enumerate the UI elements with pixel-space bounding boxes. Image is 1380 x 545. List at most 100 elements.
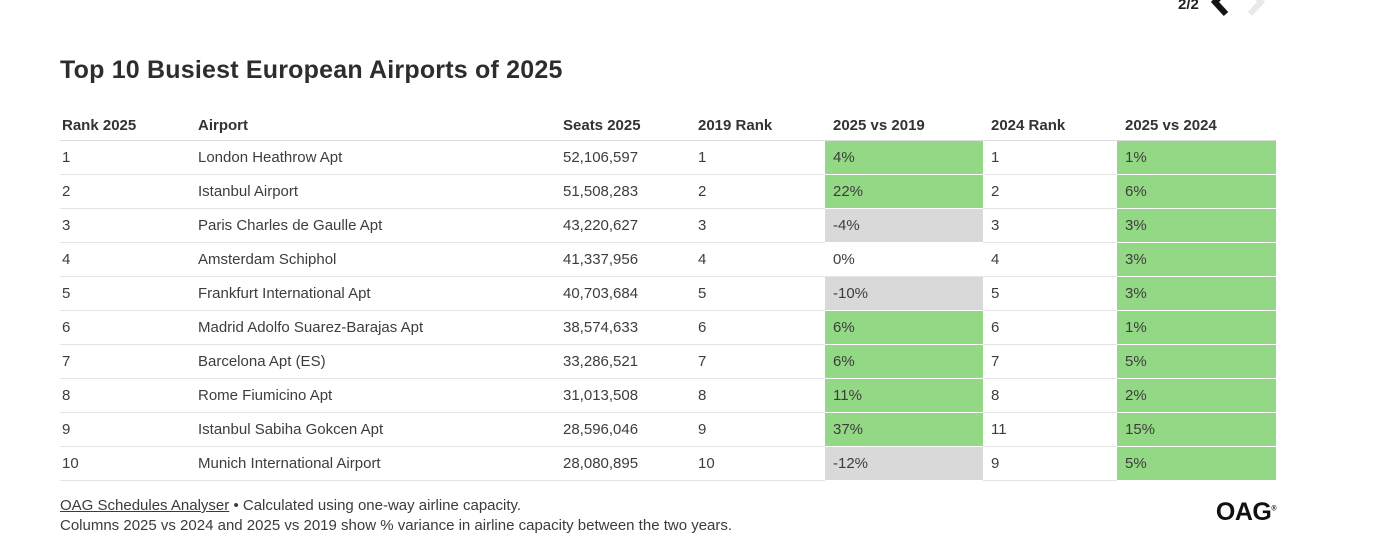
chevron-left-icon <box>1207 0 1233 20</box>
cell-vs-2024: 15% <box>1117 413 1276 447</box>
cell-rank-2019: 10 <box>690 447 825 481</box>
cell-vs-2024: 3% <box>1117 277 1276 311</box>
cell-seats-2025: 51,508,283 <box>561 175 690 209</box>
page-indicator: 2/2 <box>1178 0 1199 13</box>
cell-vs-2024: 1% <box>1117 311 1276 345</box>
cell-airport: Rome Fiumicino Apt <box>196 379 561 413</box>
table-row: 7 Barcelona Apt (ES) 33,286,521 7 6% 7 5% <box>60 345 1276 379</box>
cell-seats-2025: 40,703,684 <box>561 277 690 311</box>
cell-airport: Paris Charles de Gaulle Apt <box>196 209 561 243</box>
source-link[interactable]: OAG Schedules Analyser <box>60 497 230 514</box>
oag-logo: OAG® <box>1215 496 1277 527</box>
cell-rank-2019: 7 <box>690 345 825 379</box>
table-row: 9 Istanbul Sabiha Gokcen Apt 28,596,046 9 37… <box>60 413 1276 447</box>
column-header-seats-2025: Seats 2025 <box>561 110 690 141</box>
cell-vs-2024: 3% <box>1117 243 1276 277</box>
cell-vs-2019: -12% <box>825 447 983 481</box>
table-row: 6 Madrid Adolfo Suarez-Barajas Apt 38,574,… <box>60 311 1276 345</box>
cell-vs-2019: 11% <box>825 379 983 413</box>
cell-seats-2025: 31,013,508 <box>561 379 690 413</box>
column-header-vs-2024: 2025 vs 2024 <box>1117 110 1276 141</box>
cell-seats-2025: 52,106,597 <box>561 141 690 175</box>
cell-rank-2025: 7 <box>60 345 196 379</box>
cell-seats-2025: 38,574,633 <box>561 311 690 345</box>
cell-rank-2024: 5 <box>983 277 1117 311</box>
cell-rank-2024: 4 <box>983 243 1117 277</box>
cell-rank-2019: 1 <box>690 141 825 175</box>
cell-rank-2019: 5 <box>690 277 825 311</box>
page-title: Top 10 Busiest European Airports of 2025 <box>60 56 563 84</box>
airports-table: Rank 2025 Airport Seats 2025 2019 Rank 2025 … <box>60 110 1276 481</box>
cell-rank-2024: 6 <box>983 311 1117 345</box>
cell-vs-2019: 0% <box>825 243 983 277</box>
footer-bullet: • <box>233 497 239 514</box>
cell-seats-2025: 28,596,046 <box>561 413 690 447</box>
footer-line-2: Columns 2025 vs 2024 and 2025 vs 2019 sh… <box>60 517 733 534</box>
table-row: 4 Amsterdam Schiphol 41,337,956 4 0% 4 3% <box>60 243 1276 277</box>
cell-seats-2025: 43,220,627 <box>561 209 690 243</box>
cell-vs-2024: 3% <box>1117 209 1276 243</box>
cell-seats-2025: 33,286,521 <box>561 345 690 379</box>
footer-line-1: OAG Schedules Analyser • Calculated usin… <box>60 496 732 516</box>
cell-vs-2024: 6% <box>1117 175 1276 209</box>
cell-airport: Amsterdam Schiphol <box>196 243 561 277</box>
table-row: 2 Istanbul Airport 51,508,283 2 22% 2 6% <box>60 175 1276 209</box>
column-header-airport: Airport <box>196 110 561 141</box>
cell-airport: Madrid Adolfo Suarez-Barajas Apt <box>196 311 561 345</box>
cell-airport: Munich International Airport <box>196 447 561 481</box>
cell-airport: Istanbul Sabiha Gokcen Apt <box>196 413 561 447</box>
cell-rank-2019: 3 <box>690 209 825 243</box>
cell-vs-2024: 1% <box>1117 141 1276 175</box>
chevron-right-icon <box>1243 0 1269 20</box>
table-row: 3 Paris Charles de Gaulle Apt 43,220,627 3-… <box>60 209 1276 243</box>
cell-airport: Istanbul Airport <box>196 175 561 209</box>
cell-vs-2019: -10% <box>825 277 983 311</box>
cell-airport: Barcelona Apt (ES) <box>196 345 561 379</box>
cell-seats-2025: 41,337,956 <box>561 243 690 277</box>
cell-vs-2019: 37% <box>825 413 983 447</box>
cell-vs-2024: 5% <box>1117 447 1276 481</box>
cell-vs-2024: 5% <box>1117 345 1276 379</box>
oag-logo-text: OAG <box>1215 498 1272 526</box>
cell-rank-2025: 4 <box>60 243 196 277</box>
cell-rank-2024: 8 <box>983 379 1117 413</box>
footer: OAG Schedules Analyser • Calculated usin… <box>60 496 1276 536</box>
cell-vs-2024: 2% <box>1117 379 1276 413</box>
table-row: 10 Munich International Airport 28,080,895… <box>60 447 1276 481</box>
cell-rank-2024: 7 <box>983 345 1117 379</box>
column-header-rank-2024: 2024 Rank <box>983 110 1117 141</box>
cell-airport: London Heathrow Apt <box>196 141 561 175</box>
cell-rank-2025: 5 <box>60 277 196 311</box>
cell-rank-2019: 6 <box>690 311 825 345</box>
footer-notes: OAG Schedules Analyser • Calculated usin… <box>60 496 732 536</box>
column-header-rank-2025: Rank 2025 <box>60 110 196 141</box>
table-header-row: Rank 2025 Airport Seats 2025 2019 Rank 2025 … <box>60 110 1276 141</box>
column-header-vs-2019: 2025 vs 2019 <box>825 110 983 141</box>
cell-rank-2019: 4 <box>690 243 825 277</box>
table-row: 5 Frankfurt International Apt 40,703,684 5-… <box>60 277 1276 311</box>
cell-rank-2025: 3 <box>60 209 196 243</box>
cell-rank-2024: 3 <box>983 209 1117 243</box>
pagination: 2/2 <box>1178 0 1271 20</box>
cell-rank-2025: 8 <box>60 379 196 413</box>
registered-trademark-mark: ® <box>1271 505 1276 513</box>
cell-rank-2024: 1 <box>983 141 1117 175</box>
cell-rank-2025: 6 <box>60 311 196 345</box>
cell-rank-2024: 2 <box>983 175 1117 209</box>
cell-vs-2019: 6% <box>825 345 983 379</box>
previous-page-button[interactable] <box>1205 0 1235 20</box>
cell-airport: Frankfurt International Apt <box>196 277 561 311</box>
cell-vs-2019: 6% <box>825 311 983 345</box>
cell-vs-2019: 4% <box>825 141 983 175</box>
cell-rank-2024: 11 <box>983 413 1117 447</box>
cell-rank-2025: 10 <box>60 447 196 481</box>
cell-rank-2019: 2 <box>690 175 825 209</box>
table-row: 8 Rome Fiumicino Apt 31,013,508 8 11% 8 2% <box>60 379 1276 413</box>
cell-rank-2025: 9 <box>60 413 196 447</box>
table-body: 1 London Heathrow Apt 52,106,597 1 4% 1 1% 2 Ist… <box>60 141 1276 481</box>
cell-rank-2019: 8 <box>690 379 825 413</box>
cell-seats-2025: 28,080,895 <box>561 447 690 481</box>
next-page-button[interactable] <box>1241 0 1271 20</box>
cell-rank-2025: 1 <box>60 141 196 175</box>
cell-rank-2025: 2 <box>60 175 196 209</box>
